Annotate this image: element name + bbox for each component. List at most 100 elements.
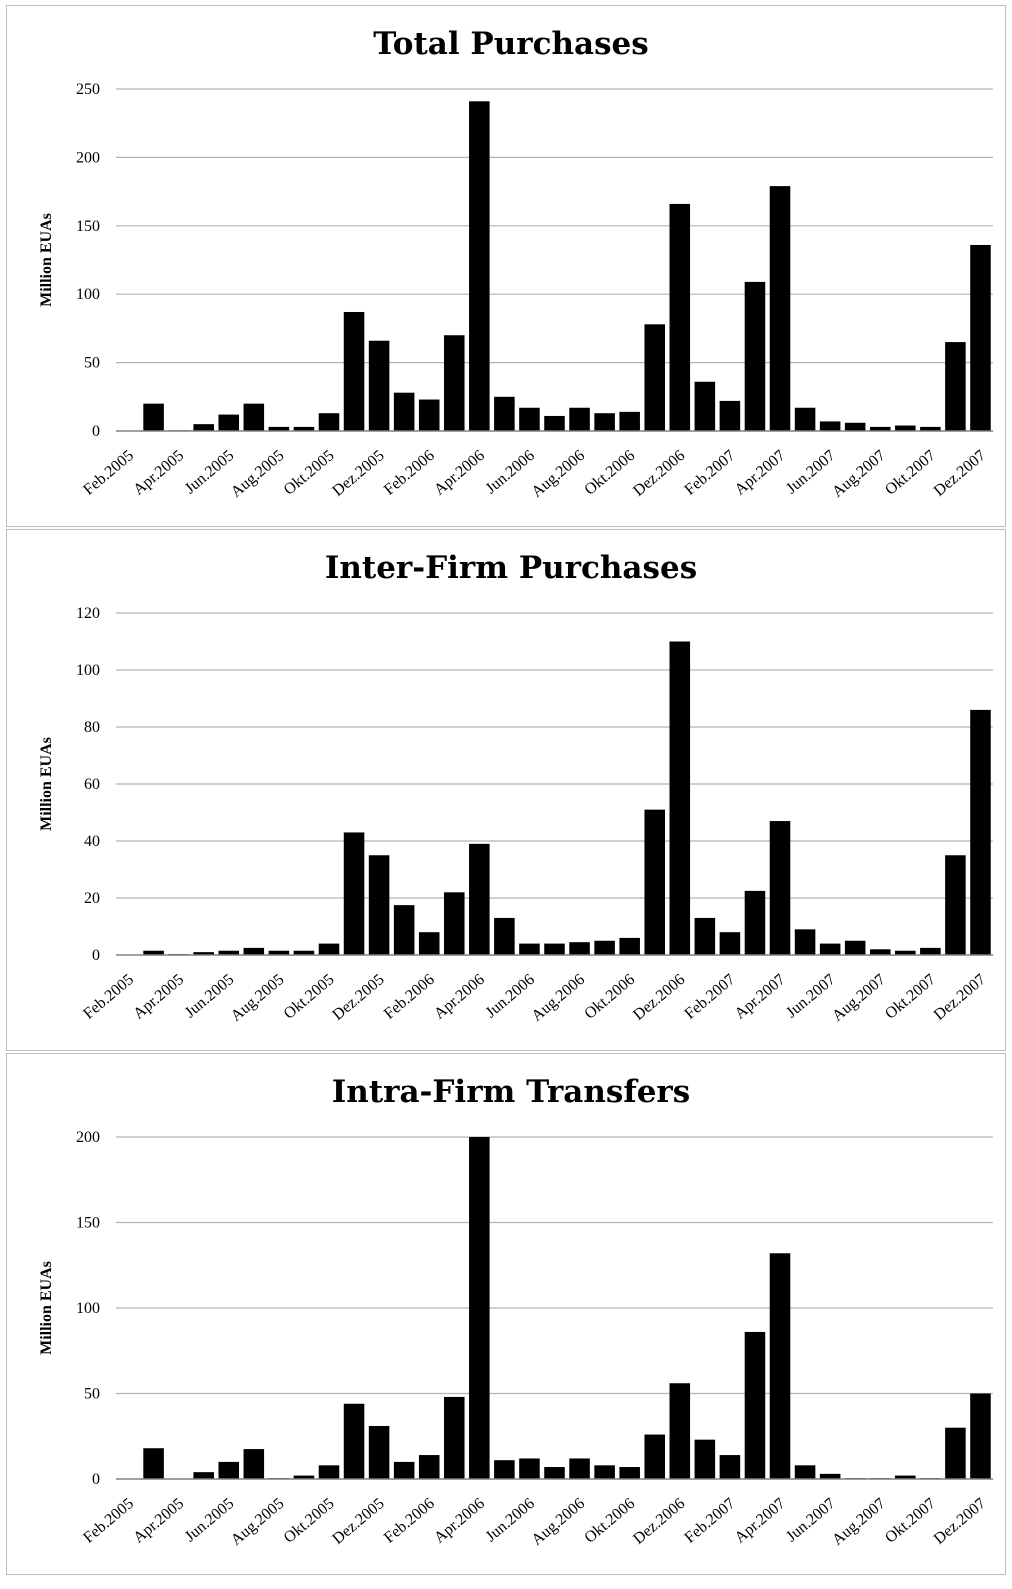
x-tick-label: Apr.2007 [732,1495,789,1547]
bar [744,281,766,431]
x-tick-label: Dez.2005 [329,1495,387,1548]
bar [218,1461,240,1479]
bar [569,407,590,431]
x-tick-label: Feb.2007 [682,1495,739,1547]
bar [418,399,440,431]
x-tick-label: Okt.2007 [882,971,939,1023]
x-tick-label: Feb.2007 [682,447,739,499]
bar [368,1425,390,1479]
bar [895,425,916,431]
bar [268,426,290,431]
x-tick-label: Dez.2007 [931,971,989,1024]
chart-title: Total Purchases [373,26,648,62]
bar [719,400,741,431]
bar [594,413,615,431]
bar [293,950,315,955]
y-axis-label: Million EUAs [38,213,55,307]
x-tick-label: Feb.2007 [682,971,739,1023]
bar [544,415,565,431]
bar [519,1458,540,1479]
bar [869,426,891,431]
bar [945,855,966,955]
bar [619,937,640,955]
x-tick-label: Aug.2005 [228,1495,288,1549]
bar [970,244,991,431]
x-tick-label: Feb.2005 [80,971,137,1023]
x-tick-label: Apr.2005 [130,1495,187,1547]
bar [268,950,290,955]
x-tick-label: Aug.2007 [829,971,889,1025]
bar [945,1427,966,1479]
bar [443,892,465,955]
x-tick-label: Apr.2007 [732,971,789,1023]
y-tick-label: 0 [92,947,100,964]
y-tick-label: 150 [76,1215,100,1232]
y-axis-label: Million EUAs [38,737,55,831]
bar [844,422,866,431]
bar [970,709,991,955]
bar [494,917,515,955]
y-tick-label: 200 [76,1129,100,1146]
bar [970,1393,991,1479]
bar [569,1458,590,1479]
bar [644,1434,666,1479]
bar [218,950,240,955]
bar [469,101,490,431]
y-tick-label: 50 [84,355,100,372]
bar [519,407,540,431]
bar [644,324,666,431]
x-tick-label: Aug.2005 [228,447,288,501]
bar [318,943,340,955]
x-tick-label: Okt.2006 [581,971,638,1023]
bar [193,952,214,955]
x-tick-label: Okt.2007 [882,1495,939,1547]
bar [869,949,891,955]
bar [594,940,615,955]
x-tick-label: Okt.2005 [281,447,338,499]
y-tick-label: 50 [84,1386,100,1403]
bar [920,947,941,955]
bar [644,809,666,955]
bar [343,1403,365,1479]
x-tick-label: Apr.2006 [431,447,488,499]
bar [418,932,440,955]
x-tick-label: Aug.2006 [529,1495,589,1549]
x-tick-label: Feb.2006 [381,971,438,1023]
y-tick-label: 20 [84,890,100,907]
x-tick-label: Feb.2006 [381,447,438,499]
bar [469,843,490,955]
y-tick-label: 100 [76,662,100,679]
bar [619,1467,640,1479]
y-tick-label: 100 [76,1300,100,1317]
bar [193,1472,214,1479]
bar [895,950,916,955]
bar [243,403,265,431]
bar [544,1467,565,1479]
x-tick-label: Apr.2005 [130,971,187,1023]
x-tick-label: Feb.2005 [80,447,137,499]
x-tick-label: Dez.2006 [630,1495,688,1548]
bar [243,1449,265,1479]
bar [619,411,640,431]
x-tick-label: Apr.2006 [431,971,488,1023]
bar [669,203,691,431]
y-tick-label: 80 [84,719,100,736]
bar [368,855,390,955]
x-tick-label: Dez.2006 [630,971,688,1024]
bar [443,1396,465,1479]
bar [669,1383,691,1479]
bar [469,1137,490,1479]
bar [819,421,841,431]
chart-panel-total-purchases: Total Purchases 0 50 100 150 200 250 Million EU… [6,5,1006,527]
y-axis-label: Million EUAs [38,1261,55,1355]
chart-title: Inter-Firm Purchases [325,550,697,586]
x-tick-label: Apr.2005 [130,447,187,499]
bar [694,381,716,431]
bar [343,311,365,431]
x-tick-label: Apr.2007 [732,447,789,499]
bar [719,932,741,955]
bar [494,396,515,431]
y-tick-label: 150 [76,218,100,235]
bar [794,929,816,955]
x-tick-label: Aug.2007 [829,447,889,501]
